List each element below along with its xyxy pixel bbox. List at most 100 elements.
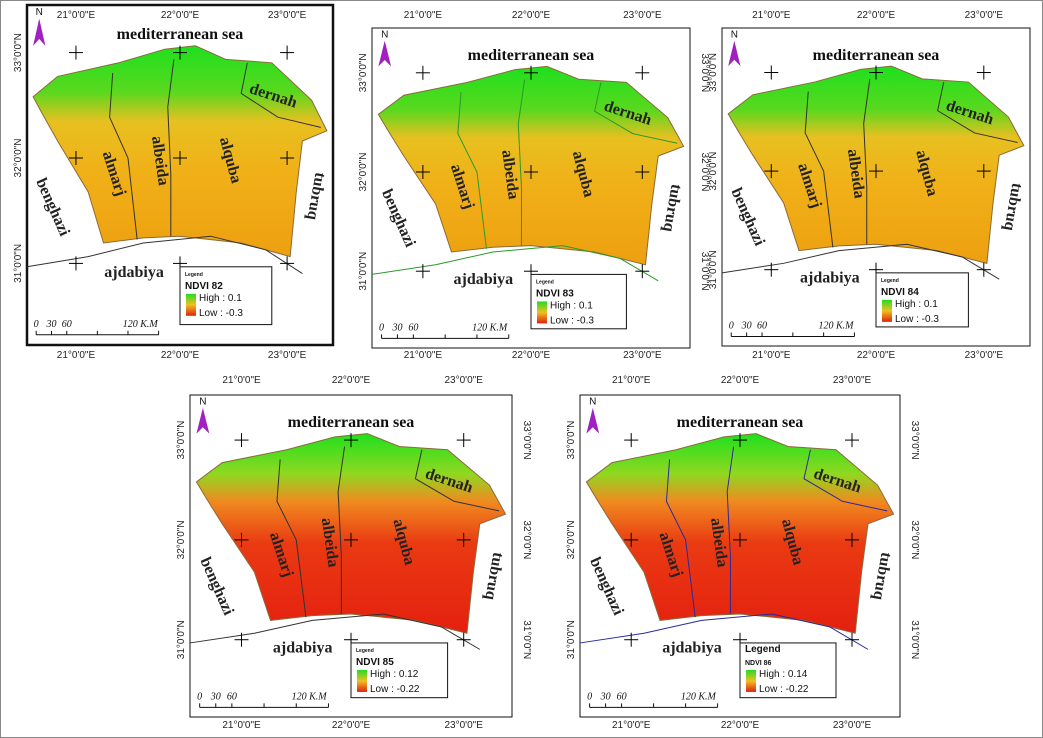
longitude-label: 22°0'0"E [857, 10, 896, 21]
latitude-label: 33°0'0"N [176, 421, 187, 460]
legend-heading: Legend [185, 272, 203, 278]
boundary-line [726, 446, 735, 614]
region-label: ajdabiya [454, 271, 514, 288]
latitude-label: 32°0'0"N [708, 152, 719, 191]
map-panel: 21°0'0"E 22°0'0"E 23°0'0"E 21°0'0"E 22°0'0"E… [13, 3, 335, 361]
boundary-line [937, 81, 1018, 143]
boundary-line [26, 235, 303, 275]
longitude-label: 22°0'0"E [512, 10, 551, 21]
longitude-label: 22°0'0"E [332, 720, 371, 731]
latitude-label: 32°0'0"N [358, 153, 369, 192]
north-arrow [378, 40, 392, 67]
map-panel: 21°0'0"E 22°0'0"E 23°0'0"E 21°0'0"E 22°0'0"E… [358, 10, 710, 361]
longitude-label: 23°0'0"E [623, 10, 662, 21]
sea-label: mediterranean sea [813, 47, 940, 64]
longitude-label: 21°0'0"E [612, 720, 651, 731]
latitude-label: 31°0'0"N [699, 252, 710, 291]
panel-frame [189, 394, 513, 718]
scale-label: 120 K.M [123, 319, 159, 330]
north-label: N [36, 7, 43, 18]
legend-low: Low : -0.22 [370, 684, 420, 695]
longitude-label: 23°0'0"E [445, 720, 484, 731]
boundary-line [594, 82, 678, 144]
region-label: tubruq [303, 171, 328, 221]
scale-label: 120 K.M [472, 322, 508, 333]
longitude-label: 22°0'0"E [721, 375, 760, 386]
scale-label: 0 [197, 691, 202, 702]
boundary-line [371, 245, 659, 282]
longitude-label: 22°0'0"E [161, 10, 200, 21]
legend-heading: Legend [356, 648, 374, 654]
boundary-line [721, 243, 1000, 280]
legend-low: Low : -0.3 [550, 315, 594, 326]
region-label: tubruq [481, 551, 506, 601]
scale-label: 30 [45, 319, 56, 330]
scale-label: 0 [729, 320, 734, 331]
longitude-label: 22°0'0"E [857, 350, 896, 361]
latitude-label: 33°0'0"N [708, 53, 719, 92]
region-label: albeida [148, 135, 172, 187]
longitude-label: 23°0'0"E [965, 350, 1004, 361]
region-label: albeida [318, 517, 342, 569]
scale-label: 0 [587, 691, 592, 702]
longitude-label: 21°0'0"E [404, 350, 443, 361]
longitude-label: 22°0'0"E [161, 350, 200, 361]
longitude-label: 22°0'0"E [721, 720, 760, 731]
region-label: albeida [498, 149, 522, 201]
longitude-label: 22°0'0"E [512, 350, 551, 361]
latitude-label: 32°0'0"N [566, 520, 577, 559]
north-arrow [33, 18, 46, 46]
longitude-label: 23°0'0"E [623, 350, 662, 361]
scale-label: 0 [34, 319, 39, 330]
boundary-line [804, 91, 834, 248]
longitude-label: 23°0'0"E [965, 10, 1004, 21]
latitude-label: 33°0'0"N [13, 33, 24, 72]
scale-label: 60 [62, 319, 72, 330]
latitude-label: 32°0'0"N [909, 520, 920, 559]
legend-high: High : 0.1 [895, 299, 938, 310]
region-label: ajdabiya [104, 264, 164, 281]
scale-label: 30 [741, 320, 752, 331]
latitude-label: 31°0'0"N [358, 252, 369, 291]
latitude-label: 33°0'0"N [909, 421, 920, 460]
map-panel: 21°0'0"E 22°0'0"E 23°0'0"E 21°0'0"E 22°0'0"E… [176, 375, 532, 731]
region-label: benghazi [196, 555, 237, 618]
legend-ramp [746, 669, 756, 692]
region-label: ajdabiya [662, 640, 722, 657]
legend-ramp [882, 299, 892, 322]
longitude-label: 21°0'0"E [222, 720, 261, 731]
sea-label: mediterranean sea [117, 26, 244, 43]
legend-heading: Legend [745, 644, 781, 655]
legend-high: High : 0.14 [759, 669, 808, 680]
legend-title: NDVI 85 [356, 657, 394, 668]
panel-frame [579, 394, 901, 718]
latitude-label: 33°0'0"N [699, 53, 710, 92]
scale-label: 60 [408, 322, 418, 333]
panel-frame [721, 27, 1031, 347]
map-panel: 21°0'0"E 22°0'0"E 23°0'0"E 21°0'0"E 22°0'0"E… [566, 375, 920, 731]
region-label: albeida [707, 517, 731, 569]
region-label: tubruq [660, 183, 685, 233]
boundary-line [276, 459, 307, 618]
north-label: N [199, 397, 206, 408]
boundary-line [803, 449, 888, 512]
scale-label: 0 [379, 322, 384, 333]
longitude-label: 22°0'0"E [332, 375, 371, 386]
legend-title: NDVI 86 [745, 660, 772, 667]
boundary-line [414, 449, 500, 512]
latitude-label: 31°0'0"N [521, 620, 532, 659]
scale-label: 120 K.M [681, 691, 717, 702]
longitude-label: 23°0'0"E [833, 720, 872, 731]
scale-label: 60 [617, 691, 627, 702]
longitude-label: 23°0'0"E [268, 350, 307, 361]
latitude-label: 31°0'0"N [909, 620, 920, 659]
scale-label: 30 [210, 691, 221, 702]
scale-label: 60 [757, 320, 767, 331]
latitude-label: 31°0'0"N [176, 620, 187, 659]
north-label: N [731, 30, 738, 41]
legend-ramp [357, 669, 367, 692]
legend-high: High : 0.1 [199, 293, 242, 304]
scale-label: 30 [391, 322, 402, 333]
legend-box [350, 642, 449, 699]
longitude-label: 21°0'0"E [612, 375, 651, 386]
